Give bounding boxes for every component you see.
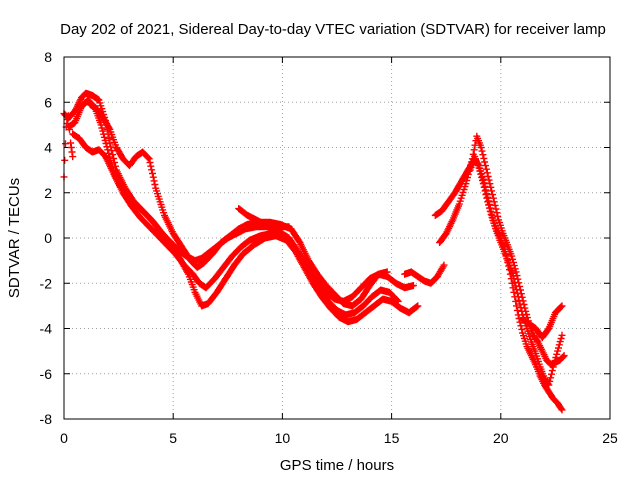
series-track-9 (466, 153, 566, 389)
data-point-markers (64, 96, 402, 319)
series-track-5 (235, 205, 293, 231)
x-tick-label: 5 (169, 430, 177, 446)
y-tick-label: -2 (40, 275, 53, 291)
data-series (60, 89, 568, 414)
data-point-markers (466, 153, 566, 389)
y-tick-label: 6 (44, 94, 52, 110)
series-track-3 (69, 130, 422, 326)
data-point-markers (235, 205, 293, 231)
y-tick-label: 4 (44, 140, 52, 156)
plot-frame (63, 56, 611, 420)
y-tick-label: 2 (44, 185, 52, 201)
series-track-10 (519, 302, 566, 342)
data-point-markers (69, 130, 422, 326)
y-tick-label: 8 (44, 49, 52, 65)
series-track-6 (401, 261, 448, 287)
data-point-markers (431, 155, 566, 414)
chart-title: Day 202 of 2021, Sidereal Day-to-day VTE… (60, 21, 606, 38)
x-axis-tick-labels: 0 5 10 15 20 25 (60, 430, 618, 446)
y-tick-label: -4 (40, 321, 53, 337)
x-tick-label: 0 (60, 430, 68, 446)
x-tick-label: 10 (275, 430, 291, 446)
data-point-markers (519, 302, 566, 342)
y-tick-label: 0 (44, 230, 52, 246)
series-track-2 (64, 96, 402, 319)
data-point-markers (60, 89, 417, 305)
x-tick-label: 25 (602, 430, 618, 446)
x-tick-label: 20 (493, 430, 509, 446)
y-tick-label: -6 (40, 366, 53, 382)
series-track-8 (436, 132, 568, 369)
x-tick-label: 15 (384, 430, 400, 446)
y-axis-title: SDTVAR / TECUs (6, 178, 23, 298)
y-axis-tick-labels: -8 -6 -4 -2 0 2 4 6 8 (40, 49, 53, 427)
series-track-1 (60, 89, 417, 305)
data-point-markers (401, 261, 448, 287)
data-point-markers (436, 132, 568, 369)
x-axis-title: GPS time / hours (280, 457, 394, 474)
y-tick-label: -8 (40, 411, 53, 427)
series-track-7 (431, 155, 566, 414)
grid-lines (64, 57, 610, 419)
